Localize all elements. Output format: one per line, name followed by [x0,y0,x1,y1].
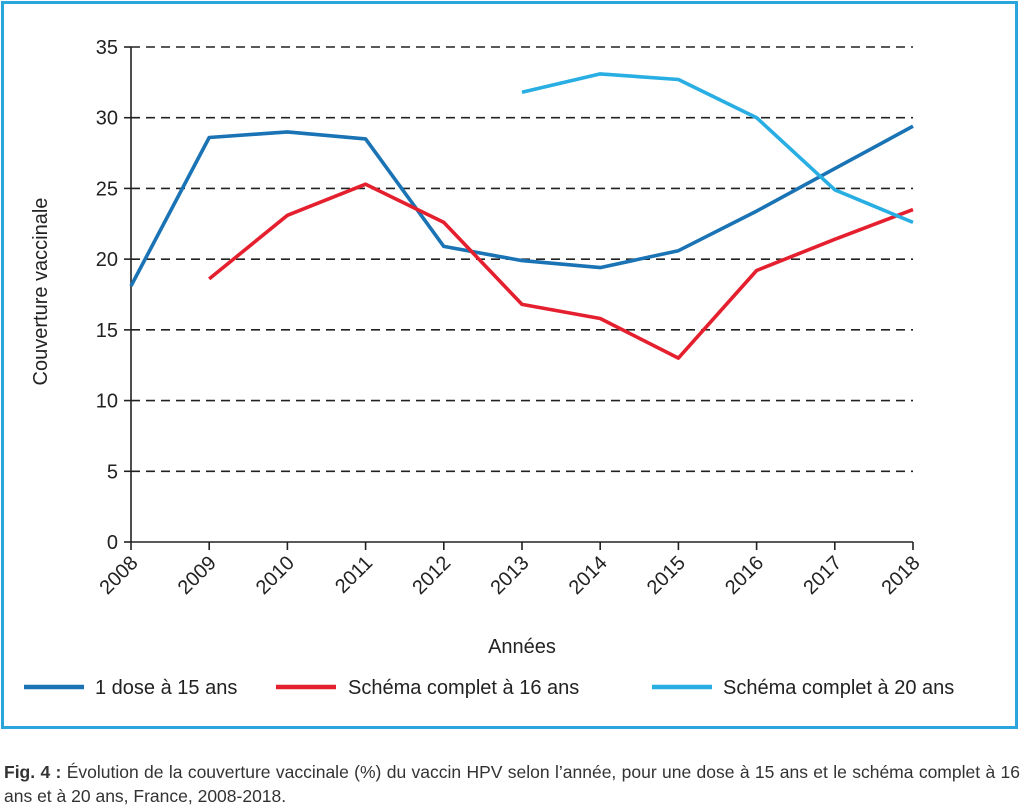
series-line-2 [208,182,914,360]
x-tick-label: 2014 [565,552,612,599]
y-tick-label: 30 [96,108,118,130]
x-tick-label: 2017 [799,552,846,599]
caption-label: Fig. 4 : [4,762,62,782]
y-tick-label: 20 [96,249,118,271]
y-axis-title: Couverture vaccinale [30,198,52,386]
x-tick-label: 2009 [174,552,221,599]
series-line-1 [129,124,914,287]
caption-text: Évolution de la couverture vaccinale (%)… [4,762,1020,806]
legend-label-2: Schéma complet à 16 ans [348,677,579,699]
legend-label-1: 1 dose à 15 ans [95,677,237,699]
y-tick-label: 15 [96,320,118,342]
x-tick-label: 2018 [878,552,925,599]
y-tick-label: 0 [107,532,118,554]
x-tick-label: 2008 [96,552,143,599]
x-tick-label: 2012 [408,552,455,599]
y-tick-label: 10 [96,391,118,413]
x-axis-title: Années [488,636,556,658]
series-line-3 [521,72,914,225]
x-tick-label: 2011 [331,552,377,598]
figure-caption: Fig. 4 : Évolution de la couverture vacc… [4,760,1020,808]
x-tick-label: 2013 [487,552,534,599]
y-tick-label: 5 [107,461,118,483]
legend-label-3: Schéma complet à 20 ans [723,677,954,699]
x-tick-label: 2015 [643,552,690,599]
x-tick-label: 2010 [252,552,299,599]
line-chart: 0 5 10 15 20 25 30 35 2008 2009 2010 2011 2012 2013 20… [24,37,954,699]
y-tick-label: 25 [96,178,118,200]
y-tick-label: 35 [96,37,118,59]
chart-frame [1,1,1018,729]
x-tick-label: 2016 [721,552,768,599]
